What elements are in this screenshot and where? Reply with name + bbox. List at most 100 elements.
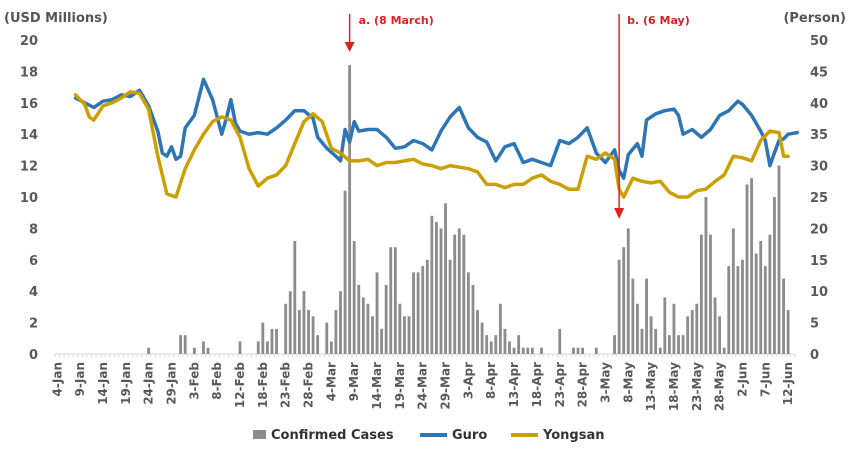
annotation-b-arrowhead xyxy=(614,208,625,219)
legend-label-yongsan: Yongsan xyxy=(542,428,604,443)
bar-confirmed-cases xyxy=(466,272,470,354)
bar-confirmed-cases xyxy=(471,284,475,354)
bar-confirmed-cases xyxy=(192,347,196,354)
bar-confirmed-cases xyxy=(393,247,397,354)
bar-confirmed-cases xyxy=(462,234,466,354)
bar-confirmed-cases xyxy=(329,341,333,354)
x-tick-label: 9-Jan xyxy=(73,362,87,396)
bar-confirmed-cases xyxy=(626,228,630,354)
bar-confirmed-cases xyxy=(416,272,420,354)
right-tick-label: 10 xyxy=(810,285,828,300)
left-tick-label: 0 xyxy=(29,348,38,363)
left-tick-label: 20 xyxy=(20,34,38,49)
x-tick-label: 8-Feb xyxy=(210,362,224,400)
bar-confirmed-cases xyxy=(202,341,205,354)
annotation-a-arrowhead xyxy=(344,42,355,52)
left-tick-label: 8 xyxy=(29,222,38,237)
x-tick-label: 29-Jan xyxy=(164,362,178,405)
bar-confirmed-cases xyxy=(594,347,598,354)
x-tick-label: 23-May xyxy=(690,362,704,411)
x-tick-label: 14-Jan xyxy=(96,362,110,405)
x-tick-label: 28-Apr xyxy=(576,362,590,408)
bar-confirmed-cases xyxy=(366,303,370,354)
x-tick-label: 3-Apr xyxy=(461,362,475,399)
x-tick-label: 24-Mar xyxy=(416,362,430,410)
right-tick-label: 25 xyxy=(810,191,828,206)
line-yongsan xyxy=(73,90,790,199)
line-series xyxy=(73,77,800,199)
bar-confirmed-cases xyxy=(316,335,320,354)
bar-confirmed-cases xyxy=(371,316,374,354)
x-tick-label: 29-Mar xyxy=(439,362,453,410)
x-tick-label: 7-Jun xyxy=(758,362,772,397)
bar-confirmed-cases xyxy=(699,234,703,354)
left-tick-label: 14 xyxy=(20,128,38,143)
right-tick-label: 5 xyxy=(810,317,819,332)
left-tick-label: 12 xyxy=(20,160,38,175)
bar-confirmed-cases xyxy=(307,310,310,354)
right-axis-ticks: 0 5 10 15 20 25 30 35 40 45 50 xyxy=(810,34,828,363)
bar-confirmed-cases xyxy=(311,316,315,354)
bar-confirmed-cases xyxy=(521,347,525,354)
bar-confirmed-cases xyxy=(206,347,210,354)
bar-confirmed-cases xyxy=(430,215,434,354)
x-tick-label: 18-Feb xyxy=(256,362,270,409)
x-tick-label: 8-May xyxy=(621,362,635,403)
bar-confirmed-cases xyxy=(763,266,767,354)
bar-confirmed-cases xyxy=(686,316,690,354)
bar-confirmed-cases xyxy=(709,234,712,354)
left-axis-ticks: 0 2 4 6 8 10 12 14 16 18 20 xyxy=(20,34,38,363)
bar-confirmed-cases xyxy=(261,322,265,354)
x-tick-label: 3-May xyxy=(598,362,612,403)
line-guro xyxy=(73,77,800,180)
bar-confirmed-cases xyxy=(270,328,274,354)
bar-confirmed-cases xyxy=(265,341,269,354)
bar-confirmed-cases xyxy=(380,328,384,354)
bar-confirmed-cases xyxy=(530,347,534,354)
left-tick-label: 6 xyxy=(29,254,38,269)
x-tick-label: 18-May xyxy=(667,362,681,411)
x-tick-label: 23-Apr xyxy=(553,362,567,408)
right-axis-unit-label: (Person) xyxy=(783,11,846,26)
left-tick-label: 4 xyxy=(29,285,38,300)
bar-confirmed-cases xyxy=(526,347,530,354)
bar-confirmed-cases xyxy=(494,335,498,354)
bar-confirmed-cases xyxy=(718,316,722,354)
bar-confirmed-cases xyxy=(508,341,511,354)
bar-confirmed-cases xyxy=(695,303,699,354)
bar-confirmed-cases xyxy=(179,335,183,354)
bar-confirmed-cases xyxy=(498,303,502,354)
left-axis-unit-label: (USD Millions) xyxy=(4,11,108,26)
bar-confirmed-cases xyxy=(297,310,301,354)
bar-confirmed-cases xyxy=(690,310,694,354)
bar-confirmed-cases xyxy=(352,240,356,354)
bar-confirmed-cases xyxy=(750,178,754,354)
x-tick-label: 19-Jan xyxy=(119,362,133,405)
bar-confirmed-cases xyxy=(275,328,278,354)
legend: Confirmed Cases Guro Yongsan xyxy=(253,428,604,443)
bar-confirmed-cases xyxy=(375,272,379,354)
annotation-a-label: a. (8 March) xyxy=(359,14,434,27)
bar-confirmed-cases xyxy=(667,335,671,354)
x-tick-label: 18-Apr xyxy=(530,362,544,408)
right-tick-label: 20 xyxy=(810,222,828,237)
bar-confirmed-cases xyxy=(713,297,717,354)
bar-confirmed-cases xyxy=(631,278,635,354)
x-tick-label: 4-Jan xyxy=(50,362,64,396)
bar-confirmed-cases xyxy=(238,341,242,354)
bar-confirmed-cases xyxy=(613,335,616,354)
right-tick-label: 50 xyxy=(810,34,828,49)
bar-confirmed-cases xyxy=(512,347,516,354)
bar-confirmed-cases xyxy=(183,335,187,354)
bar-confirmed-cases xyxy=(288,291,292,354)
bar-confirmed-cases xyxy=(517,335,521,354)
bar-confirmed-cases xyxy=(435,222,438,354)
bar-confirmed-cases xyxy=(645,278,648,354)
bar-confirmed-cases xyxy=(540,347,543,354)
bar-confirmed-cases xyxy=(663,297,667,354)
x-tick-label: 8-Apr xyxy=(484,362,498,399)
confirmed-cases-bars xyxy=(147,65,790,355)
bar-confirmed-cases xyxy=(398,303,402,354)
bar-confirmed-cases xyxy=(348,65,352,355)
bar-confirmed-cases xyxy=(457,228,461,354)
